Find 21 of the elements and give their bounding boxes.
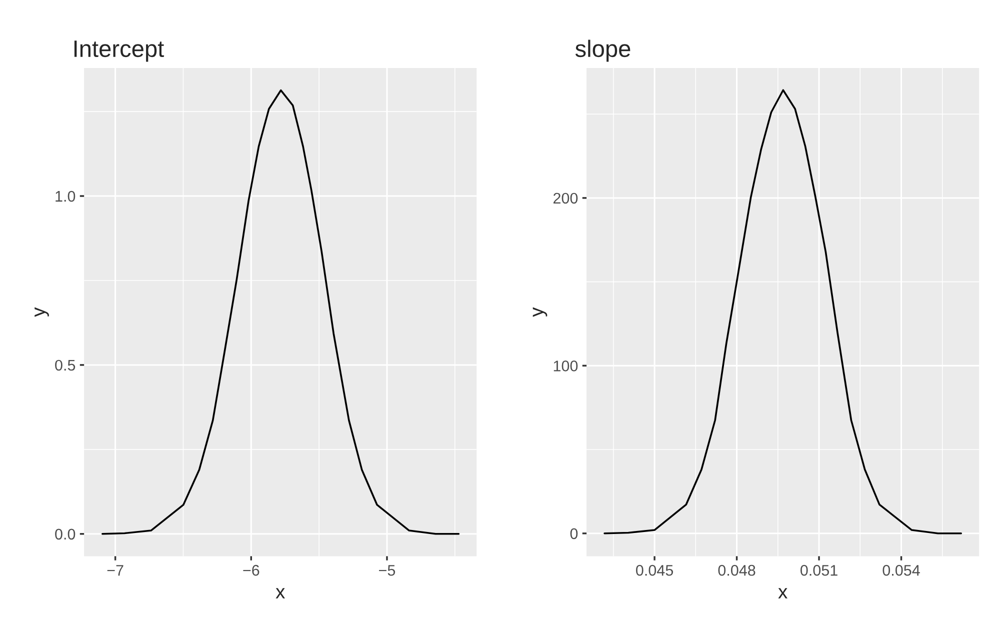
x-tick-label: 0.048 [718,564,756,576]
chart-title: slope [575,40,630,62]
y-tick-label: 1.0 [56,190,76,202]
y-tick-label: 100 [554,360,578,372]
y-axis-title: y [34,307,49,317]
x-axis-title: x [276,588,285,598]
y-axis-title: y [532,307,548,317]
x-tick-label: −6 [243,564,260,576]
x-tick-label: −7 [107,565,124,576]
x-axis-title: x [778,588,788,598]
y-tick-label: 0.0 [55,528,76,540]
x-tick-label: 0.045 [636,564,674,576]
x-tick-label: 0.054 [882,564,920,576]
y-tick-label: 200 [553,192,578,204]
line-series [102,89,460,535]
y-tick-label: 0 [570,528,578,540]
chart-title: Intercept [74,40,164,62]
y-tick-label: 0.5 [55,360,76,371]
x-tick-label: −5 [379,565,396,576]
line-series [604,89,962,534]
x-tick-label: 0.051 [800,564,838,576]
